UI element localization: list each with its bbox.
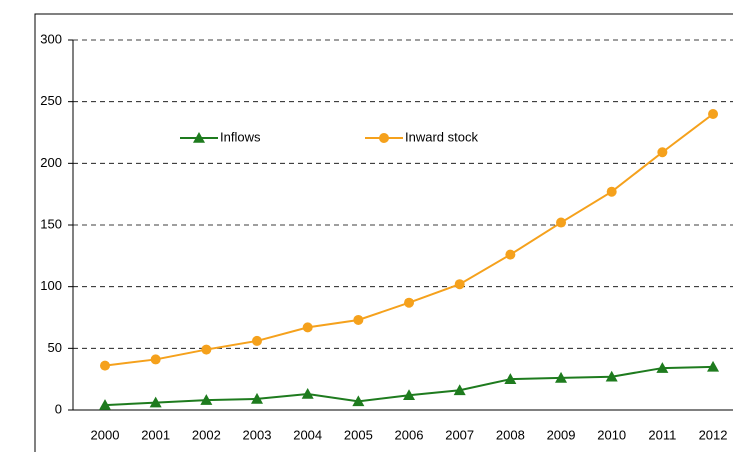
marker [656, 362, 669, 373]
x-tick-label: 2001 [141, 427, 170, 442]
marker [555, 371, 568, 383]
y-tick-label: 0 [55, 401, 62, 416]
marker [252, 335, 263, 346]
marker [453, 384, 466, 396]
x-tick-label: 2002 [192, 427, 221, 442]
marker [150, 354, 161, 365]
marker [193, 132, 205, 143]
marker [606, 186, 617, 197]
marker [657, 147, 668, 158]
x-tick-label: 2008 [496, 427, 525, 442]
y-tick-label: 100 [40, 278, 62, 293]
marker [403, 389, 416, 400]
marker [352, 395, 365, 407]
marker [302, 322, 313, 333]
y-tick-label: 150 [40, 216, 62, 231]
legend-label: Inward stock [405, 129, 478, 144]
y-tick-label: 300 [40, 31, 62, 46]
y-tick-label: 200 [40, 155, 62, 170]
marker [454, 279, 465, 290]
chart-frame [34, 13, 733, 452]
x-tick-label: 2006 [395, 427, 424, 442]
marker [556, 217, 567, 228]
x-tick-label: 2007 [445, 427, 474, 442]
legend-label: Inflows [220, 129, 261, 144]
y-tick-label: 50 [48, 340, 62, 355]
marker [404, 297, 415, 308]
marker [605, 370, 618, 382]
x-tick-label: 2003 [243, 427, 272, 442]
x-tick-label: 2005 [344, 427, 373, 442]
marker [100, 360, 110, 371]
marker [301, 387, 314, 399]
marker [353, 314, 364, 325]
grid [68, 39, 733, 411]
marker [504, 373, 517, 384]
x-tick-label: 2009 [547, 427, 576, 442]
x-tick-label: 2004 [293, 427, 322, 442]
marker [707, 360, 720, 372]
marker [99, 399, 111, 410]
x-tick-label: 2012 [699, 427, 728, 442]
marker [200, 394, 213, 405]
x-tick-label: 2010 [597, 427, 626, 442]
y-tick-label: 250 [40, 93, 62, 108]
plot [99, 109, 720, 410]
marker [149, 396, 162, 408]
marker [201, 344, 212, 355]
marker [505, 249, 516, 260]
x-tick-label: 2000 [91, 427, 120, 442]
marker [251, 392, 264, 404]
marker [379, 133, 389, 143]
x-tick-label: 2011 [648, 427, 676, 442]
marker [708, 109, 719, 119]
